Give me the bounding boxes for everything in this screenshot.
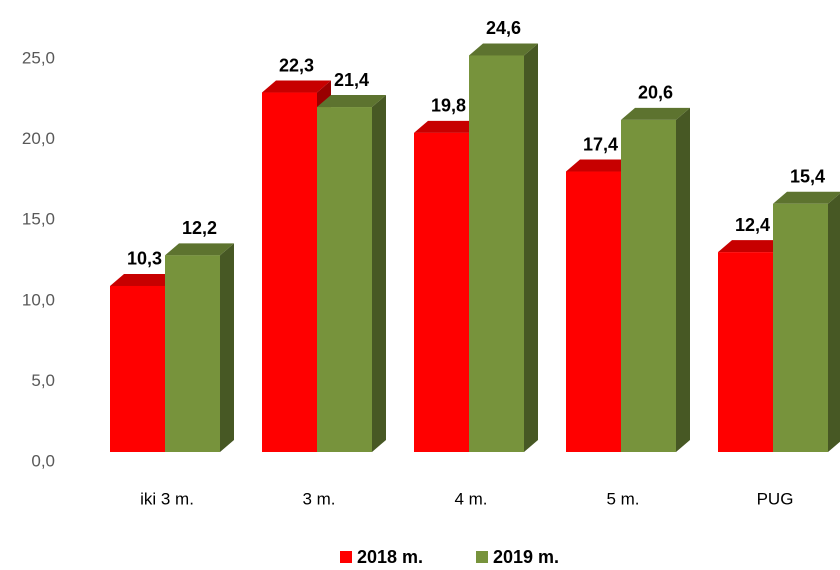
bar-side [372, 95, 386, 453]
bar-side [676, 107, 690, 452]
legend-swatch [340, 551, 352, 563]
value-label: 20,6 [638, 83, 673, 103]
value-label: 19,8 [431, 96, 466, 116]
value-label: 24,6 [486, 18, 521, 38]
x-tick-label: iki 3 m. [140, 489, 194, 508]
bar-side [828, 193, 840, 452]
bar [469, 55, 524, 452]
y-tick-label: 5,0 [31, 371, 55, 390]
bar [773, 203, 828, 452]
value-label: 22,3 [279, 55, 314, 75]
bar-side [220, 243, 234, 452]
bar-top [262, 80, 331, 93]
bar-top [621, 107, 690, 120]
bar [566, 171, 621, 452]
value-label: 12,4 [735, 215, 770, 235]
x-tick-label: 4 m. [454, 489, 487, 508]
bar-top [718, 240, 787, 253]
bar-side [524, 43, 538, 453]
bar [262, 92, 317, 453]
y-tick-label: 15,0 [22, 210, 55, 229]
x-tick-label: PUG [757, 489, 794, 508]
legend-label: 2018 m. [357, 547, 423, 567]
x-tick-label: 3 m. [302, 489, 335, 508]
bar-top [110, 273, 179, 286]
bar-top [566, 159, 635, 172]
bar [414, 132, 469, 452]
legend-swatch [476, 551, 488, 563]
y-tick-label: 0,0 [31, 451, 55, 470]
bar [110, 285, 165, 452]
bar [621, 119, 676, 452]
value-label: 17,4 [583, 134, 618, 154]
x-tick-label: 5 m. [606, 489, 639, 508]
bar [317, 107, 372, 453]
value-label: 21,4 [334, 70, 369, 90]
legend-label: 2019 m. [493, 547, 559, 567]
bar-top [773, 191, 840, 204]
value-label: 12,2 [182, 218, 217, 238]
bar [165, 255, 220, 452]
value-label: 10,3 [127, 249, 162, 269]
y-tick-label: 25,0 [22, 48, 55, 67]
value-label: 15,4 [790, 167, 825, 187]
bar-top [317, 95, 386, 108]
bar [718, 252, 773, 452]
bar-top [469, 43, 538, 56]
y-tick-label: 10,0 [22, 290, 55, 309]
bar-top [414, 120, 483, 133]
bar-top [165, 243, 234, 256]
y-tick-label: 20,0 [22, 129, 55, 148]
